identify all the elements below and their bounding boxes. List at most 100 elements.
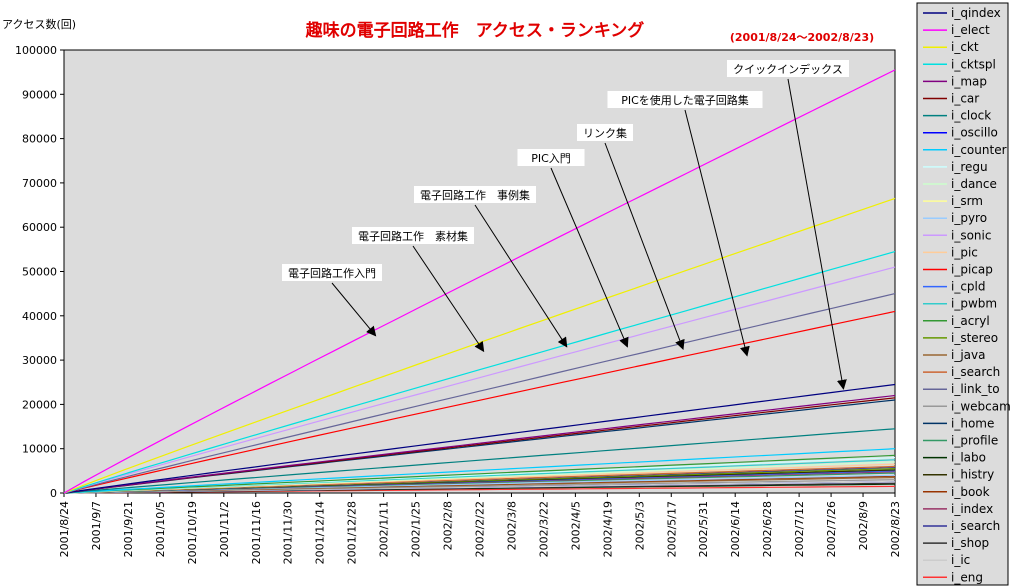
legend-item-i_ic: i_ic (951, 553, 970, 567)
x-tick-label: 2001/11/30 (282, 501, 295, 564)
legend-item-i_profile: i_profile (951, 434, 998, 448)
legend-item-i_cktspl: i_cktspl (951, 57, 996, 71)
legend-item-i_qindex: i_qindex (951, 6, 1001, 20)
legend-item-i_index: i_index (951, 502, 993, 516)
legend-item-i_pwbm: i_pwbm (951, 297, 997, 311)
x-tick-label: 2002/6/14 (729, 501, 742, 557)
annotation-arrow (550, 167, 629, 348)
annotation-label: リンク集 (583, 126, 627, 140)
x-tick-label: 2002/8/9 (857, 501, 870, 550)
x-tick-label: 2002/2/22 (474, 501, 487, 557)
annotation-label: クイックインデックス (733, 62, 843, 76)
legend-item-i_oscillo: i_oscillo (951, 126, 998, 140)
legend-item-i_webcam: i_webcam (951, 399, 1011, 413)
x-tick-label: 2002/8/23 (889, 501, 902, 557)
annotation-box (607, 91, 763, 108)
series-line-i_picap (63, 310, 896, 494)
annotation-label: PIC入門 (531, 152, 571, 165)
x-tick-label: 2002/1/25 (410, 501, 423, 557)
x-tick-label: 2001/8/24 (58, 501, 71, 557)
x-tick-label: 2001/11/2 (218, 501, 231, 557)
legend-item-i_car: i_car (951, 92, 979, 106)
annotation-label: 電子回路工作 素材集 (358, 229, 468, 243)
annotation-arrow (604, 142, 685, 350)
x-tick-label: 2002/7/26 (825, 501, 838, 557)
legend-item-i_ckt: i_ckt (951, 40, 979, 54)
x-tick-label: 2002/3/8 (505, 501, 518, 550)
annotation-arrow (412, 245, 485, 353)
series-line-i_sonic (63, 266, 896, 494)
series-line-i_elect (63, 69, 896, 494)
series-line-i_qindex (63, 383, 896, 494)
y-tick-label: 100000 (15, 44, 57, 57)
y-tick-label: 90000 (22, 88, 57, 101)
x-tick-label: 2002/3/22 (537, 501, 550, 557)
y-tick-label: 20000 (22, 398, 57, 411)
legend-item-i_histry: i_histry (951, 468, 994, 482)
legend-item-i_stereo: i_stereo (951, 331, 998, 345)
y-tick-label: 80000 (22, 133, 57, 146)
legend-item-i_pic: i_pic (951, 245, 978, 259)
y-axis-label: アクセス数(回) (2, 18, 76, 31)
chart-subtitle: (2001/8/24～2002/8/23) (730, 31, 874, 44)
legend-item-i_java: i_java (951, 348, 985, 362)
legend-item-i_elect: i_elect (951, 23, 990, 37)
annotation-box (352, 227, 474, 244)
annotation-label: 電子回路工作入門 (288, 267, 376, 280)
y-tick-label: 60000 (22, 221, 57, 234)
annotation-arrow (787, 78, 847, 390)
legend-item-i_search: i_search (951, 365, 1000, 379)
legend-item-i_link_to: i_link_to (951, 382, 1000, 396)
chart-title: 趣味の電子回路工作 アクセス・ランキング (305, 20, 645, 41)
annotation-box (282, 264, 382, 281)
series-line-i_cktspl (63, 251, 896, 494)
annotation-arrow (474, 204, 568, 348)
y-tick-label: 50000 (22, 266, 57, 279)
x-tick-label: 2001/11/16 (250, 501, 263, 564)
legend-item-i_srm: i_srm (951, 194, 983, 208)
x-tick-label: 2002/7/12 (793, 501, 806, 557)
annotation-arrow (331, 282, 377, 337)
legend-item-i_map: i_map (951, 74, 987, 88)
annotation-label: PICを使用した電子回路集 (621, 93, 749, 107)
x-tick-label: 2001/12/28 (346, 501, 359, 564)
annotation-box (517, 149, 585, 166)
x-tick-label: 2002/5/17 (665, 501, 678, 557)
x-tick-label: 2002/1/11 (378, 501, 391, 557)
legend: i_qindex i_elect i_ckt i_cktspl i_map i_car i_… (916, 2, 1011, 586)
legend-item-i_picap: i_picap (951, 263, 993, 277)
legend-item-i_regu: i_regu (951, 160, 988, 174)
legend-item-i_search: i_search (951, 519, 1000, 533)
annotation-box (414, 186, 536, 203)
x-tick-label: 2002/4/5 (569, 501, 582, 550)
x-tick-label: 2002/5/31 (697, 501, 710, 557)
series-line-i_link_to (63, 293, 896, 494)
plot-area (63, 49, 896, 494)
y-axis: 0 10000 20000 30000 40000 50000 60000 70000 8000… (15, 44, 64, 500)
x-tick-label: 2002/5/3 (633, 501, 646, 550)
y-tick-label: 40000 (22, 310, 57, 323)
legend-box (916, 2, 1009, 586)
legend-item-i_cpld: i_cpld (951, 280, 986, 294)
annotation-arrow (684, 109, 750, 357)
annotation-label: 電子回路工作 事例集 (420, 188, 530, 202)
x-axis: 2001/8/24 2001/9/7 2001/9/21 2001/10/5 2001/… (58, 493, 902, 564)
legend-item-i_counter: i_counter (951, 143, 1007, 157)
y-tick-label: 30000 (22, 354, 57, 367)
series-line-i_counter (63, 448, 896, 494)
legend-item-i_acryl: i_acryl (951, 314, 990, 328)
x-tick-label: 2001/10/19 (186, 501, 199, 564)
x-tick-label: 2002/4/19 (601, 501, 614, 557)
x-tick-label: 2001/9/21 (122, 501, 135, 557)
legend-item-i_sonic: i_sonic (951, 228, 991, 242)
series-line-i_map (63, 394, 896, 494)
y-tick-label: 70000 (22, 177, 57, 190)
y-tick-label: 0 (50, 487, 57, 500)
legend-item-i_labo: i_labo (951, 451, 986, 465)
annotation-box (577, 124, 633, 141)
legend-item-i_clock: i_clock (951, 109, 991, 123)
legend-item-i_eng: i_eng (951, 570, 983, 584)
x-tick-label: 2002/6/28 (761, 501, 774, 557)
